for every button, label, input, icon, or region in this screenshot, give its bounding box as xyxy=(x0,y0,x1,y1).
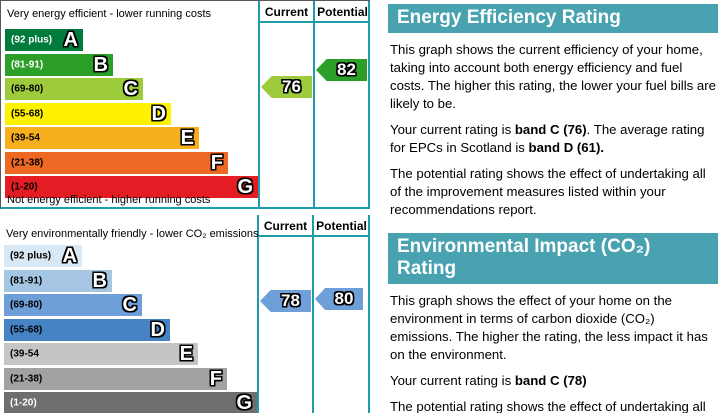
band-letter: E xyxy=(180,127,194,149)
band-bar: (21-38) F xyxy=(5,151,228,174)
panel-paragraph: The potential rating shows the effect of… xyxy=(390,166,706,217)
panel-paragraph: Your current rating is band C (76). The … xyxy=(390,122,705,155)
band-letter: C xyxy=(123,78,138,100)
band-bar: (21-38) F xyxy=(4,367,227,390)
band-letter: F xyxy=(209,367,222,390)
band-letter: A xyxy=(63,29,78,51)
band-row-d: (55-68) D xyxy=(5,102,258,125)
column-header-current: Current xyxy=(264,5,309,19)
band-letter: D xyxy=(150,318,165,341)
band-range-label: (69-80) xyxy=(10,299,43,311)
table-border-right xyxy=(368,215,370,413)
band-range-label: (39-54 xyxy=(11,132,40,144)
description-panel: Energy Efficiency Rating This graph show… xyxy=(388,0,718,413)
band-letter: B xyxy=(92,269,107,292)
band-bar: (1-20) G xyxy=(4,392,257,413)
band-row-e: (39-54 E xyxy=(4,343,257,365)
band-row-c: (69-80) C xyxy=(4,294,257,316)
band-bar: (92 plus) A xyxy=(4,245,82,267)
band-range-label: (55-68) xyxy=(11,108,44,119)
band-letter: B xyxy=(93,53,108,76)
band-row-f: (21-38) F xyxy=(4,367,257,390)
band-bar: (39-54 E xyxy=(5,127,199,149)
potential-rating-arrow: 82 xyxy=(316,59,367,81)
current-rating-arrow: 78 xyxy=(260,290,311,312)
section-body: This graph shows the effect of your home… xyxy=(388,292,718,413)
energy-efficiency-chart: Current Potential Very energy efficient … xyxy=(0,0,370,209)
band-letter: A xyxy=(62,245,77,267)
band-range-label: (39-54 xyxy=(10,348,39,360)
band-row-b: (81-91) B xyxy=(4,269,257,292)
band-letter: E xyxy=(179,343,193,365)
band-bar: (81-91) B xyxy=(5,53,113,76)
band-range-label: (92 plus) xyxy=(11,34,53,46)
table-divider xyxy=(313,1,315,209)
band-range-label: (92 plus) xyxy=(10,250,52,262)
column-header-potential: Potential xyxy=(317,5,368,19)
band-bar: (1-20) G xyxy=(5,176,258,198)
band-row-a: (92 plus) A xyxy=(5,29,258,51)
band-bar: (69-80) C xyxy=(4,294,142,316)
band-bar: (55-68) D xyxy=(4,318,170,341)
band-row-d: (55-68) D xyxy=(4,318,257,341)
band-row-b: (81-91) B xyxy=(5,53,258,76)
band-row-g: (1-20) G xyxy=(5,176,258,198)
section-title: Environmental Impact (CO₂) Rating xyxy=(388,233,718,284)
environmental-impact-chart: Current Potential Very environmentally f… xyxy=(0,215,370,413)
band-bar: (92 plus) A xyxy=(5,29,83,51)
column-header-rule xyxy=(258,21,370,23)
band-row-f: (21-38) F xyxy=(5,151,258,174)
potential-rating-arrow: 80 xyxy=(315,288,363,310)
panel-paragraph: This graph shows the effect of your home… xyxy=(390,293,708,362)
band-letter: C xyxy=(122,294,137,316)
energy-rating-section: Energy Efficiency Rating This graph show… xyxy=(388,4,718,219)
band-range-label: (69-80) xyxy=(11,83,44,95)
scale-label-bottom: Not energy efficient - higher running co… xyxy=(7,194,211,206)
band-bar: (81-91) B xyxy=(4,269,112,292)
table-divider xyxy=(312,215,314,413)
section-body: This graph shows the current efficiency … xyxy=(388,41,718,219)
scale-label-top: Very environmentally friendly - lower CO… xyxy=(6,228,259,240)
table-border-bottom xyxy=(1,207,370,209)
table-divider xyxy=(257,215,259,413)
band-row-c: (69-80) C xyxy=(5,78,258,100)
section-title: Energy Efficiency Rating xyxy=(388,4,718,33)
column-header-rule xyxy=(257,235,370,237)
column-header-current: Current xyxy=(263,219,308,233)
band-row-a: (92 plus) A xyxy=(4,245,257,267)
band-range-label: (1-20) xyxy=(10,397,37,409)
table-border-right xyxy=(368,1,370,209)
bands: (92 plus) A (81-91) B (69-80) C (55-68) D (39-54… xyxy=(5,29,258,201)
band-row-g: (1-20) G xyxy=(4,392,257,413)
panel-paragraph: Your current rating is band C (78) xyxy=(390,373,587,388)
band-range-label: (21-38) xyxy=(10,373,43,384)
band-bar: (39-54 E xyxy=(4,343,198,365)
panel-paragraph: This graph shows the current efficiency … xyxy=(390,42,716,111)
band-bar: (69-80) C xyxy=(5,78,143,100)
band-range-label: (81-91) xyxy=(11,59,44,70)
environmental-rating-section: Environmental Impact (CO₂) Rating This g… xyxy=(388,233,718,413)
scale-label-top: Very energy efficient - lower running co… xyxy=(7,8,212,20)
band-range-label: (81-91) xyxy=(10,275,43,286)
band-range-label: (1-20) xyxy=(11,181,38,193)
band-letter: G xyxy=(236,392,252,413)
band-letter: D xyxy=(151,102,166,125)
current-rating-arrow: 76 xyxy=(261,76,312,98)
band-range-label: (55-68) xyxy=(10,324,43,335)
column-header-potential: Potential xyxy=(316,219,367,233)
band-range-label: (21-38) xyxy=(11,157,44,168)
band-row-e: (39-54 E xyxy=(5,127,258,149)
band-bar: (55-68) D xyxy=(5,102,171,125)
band-letter: G xyxy=(237,176,253,198)
bands: (92 plus) A (81-91) B (69-80) C (55-68) D (39-54… xyxy=(4,245,257,413)
panel-paragraph: The potential rating shows the effect of… xyxy=(390,399,706,413)
table-divider xyxy=(258,1,260,209)
band-letter: F xyxy=(210,151,223,174)
